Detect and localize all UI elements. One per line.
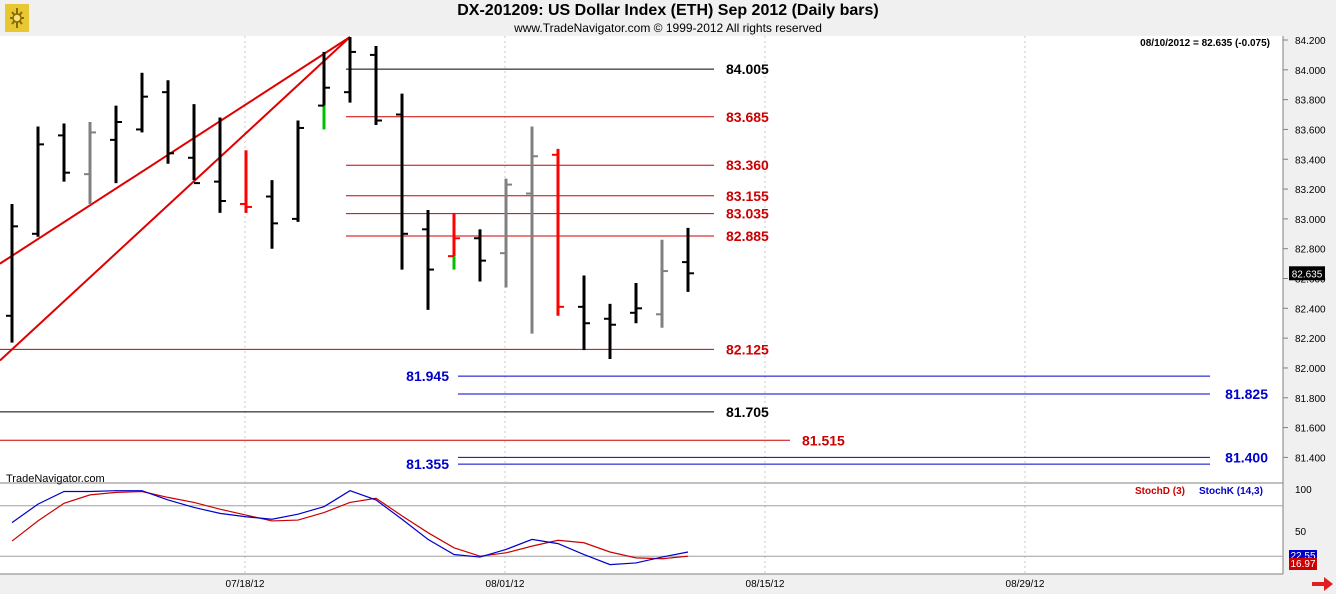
ohlc-bar: [552, 148, 564, 316]
price-level-label: 83.685: [726, 109, 769, 125]
trendline: [0, 36, 351, 362]
title-bar: DX-201209: US Dollar Index (ETH) Sep 201…: [0, 0, 1336, 36]
ohlc-bar: [604, 303, 616, 360]
price-tick-label: 83.200: [1295, 185, 1326, 196]
ohlc-bar: [370, 45, 382, 125]
price-axis: 84.200 84.000 83.800 83.600 83.400 83.200 83.0…: [0, 36, 1326, 557]
stoch-series-line: [11, 490, 689, 560]
stoch-series-line: [11, 490, 689, 566]
ohlc-bar: [578, 275, 590, 351]
ohlc-bar: [32, 126, 44, 237]
price-level-label: 84.005: [726, 61, 769, 77]
price-level-label: 81.400: [1225, 449, 1268, 465]
ohlc-bar: [58, 123, 70, 182]
ohlc-bar: [396, 93, 408, 270]
stoch-d-legend: StochD (3): [1135, 486, 1185, 497]
ohlc-bar: [214, 117, 226, 213]
ohlc-bar: [162, 80, 174, 164]
price-tick-label: 84.000: [1295, 66, 1326, 77]
ohlc-bar: [188, 104, 200, 185]
price-readout: 08/10/2012 = 82.635 (-0.075): [1140, 38, 1270, 49]
price-levels: 84.005 83.685 83.360 83.155 83.035 82.885 82.1…: [0, 61, 1268, 472]
watermark: TradeNavigator.com: [6, 473, 105, 485]
ohlc-bar: [526, 126, 538, 334]
stoch-tick-label: 100: [1295, 485, 1312, 496]
chart-title: DX-201209: US Dollar Index (ETH) Sep 201…: [457, 2, 879, 19]
date-axis: 07/18/12 08/01/12 08/15/12 08/29/12: [226, 579, 1045, 590]
price-tick-label: 83.600: [1295, 125, 1326, 136]
ohlc-bar: [500, 178, 512, 288]
price-bars: [6, 37, 694, 360]
price-level-label: 81.515: [802, 432, 845, 448]
price-tick-label: 82.200: [1295, 334, 1326, 345]
ohlc-bar: [630, 282, 642, 324]
ohlc-bar: [422, 209, 434, 310]
price-tick-label: 81.800: [1295, 394, 1326, 405]
current-price-marker: 82.635: [1289, 266, 1325, 281]
price-tick-label: 82.800: [1295, 245, 1326, 256]
trendlines: [0, 36, 351, 362]
current-price-label: 82.635: [1292, 269, 1323, 280]
scroll-right-arrow-icon[interactable]: [1312, 577, 1333, 591]
price-level-label: 82.125: [726, 341, 769, 357]
stoch-pane: [0, 484, 1283, 574]
ohlc-bar: [344, 37, 356, 103]
price-pane: [0, 36, 1283, 482]
ohlc-bar: [6, 203, 18, 343]
ohlc-bar: [448, 212, 460, 270]
ohlc-bar: [656, 239, 668, 328]
date-tick-label: 08/29/12: [1006, 579, 1045, 590]
ohlc-bar: [474, 229, 486, 282]
price-tick-label: 83.800: [1295, 96, 1326, 107]
stoch-k-current-label: 22.55: [1290, 551, 1315, 562]
date-tick-label: 08/15/12: [746, 579, 785, 590]
copyright-text: www.TradeNavigator.com © 1999-2012 All r…: [514, 21, 822, 35]
price-tick-label: 82.400: [1295, 304, 1326, 315]
stoch-d-current-label: 16.97: [1290, 559, 1315, 570]
price-tick-label: 82.000: [1295, 364, 1326, 375]
date-tick-label: 07/18/12: [226, 579, 265, 590]
stoch-d-current-box: [1289, 558, 1317, 570]
price-tick-label: 84.200: [1295, 36, 1326, 47]
price-tick-label: 83.000: [1295, 215, 1326, 226]
ohlc-bar: [240, 150, 252, 213]
price-level-label: 81.825: [1225, 386, 1268, 402]
price-level-label: 81.945: [406, 368, 449, 384]
stoch-k-current-box: [1289, 550, 1317, 561]
trendline: [0, 36, 351, 265]
price-tick-label: 81.400: [1295, 453, 1326, 464]
price-level-label: 81.355: [406, 456, 449, 472]
price-level-label: 82.885: [726, 228, 769, 244]
price-level-label: 81.705: [726, 404, 769, 420]
trade-navigator-logo-icon: [5, 4, 29, 32]
date-tick-label: 08/01/12: [486, 579, 525, 590]
ohlc-bar: [682, 227, 694, 292]
ohlc-bar: [292, 120, 304, 222]
stoch-tick-label: 50: [1295, 527, 1307, 538]
price-level-label: 83.035: [726, 206, 769, 222]
price-level-label: 83.155: [726, 188, 769, 204]
price-tick-label: 83.400: [1295, 155, 1326, 166]
stoch-k-legend: StochK (14,3): [1199, 486, 1263, 497]
ohlc-bar: [84, 121, 96, 204]
ohlc-bar: [110, 105, 122, 184]
ohlc-bar: [318, 51, 330, 130]
price-level-label: 83.360: [726, 157, 769, 173]
price-tick-label: 81.600: [1295, 424, 1326, 435]
ohlc-bar: [136, 72, 148, 133]
ohlc-bar: [266, 180, 278, 249]
